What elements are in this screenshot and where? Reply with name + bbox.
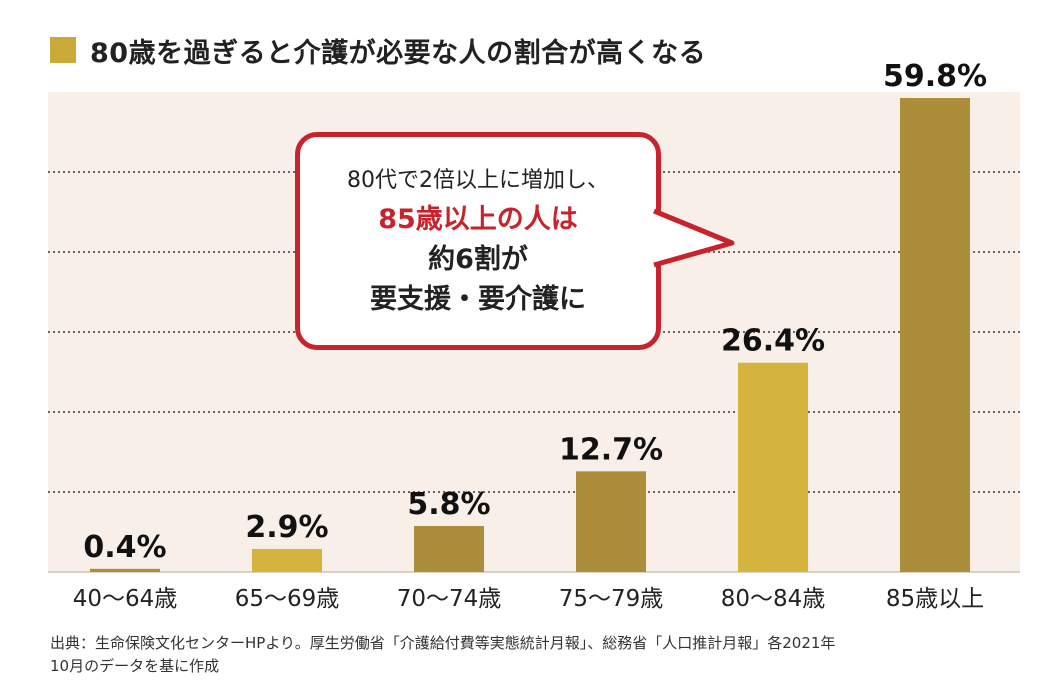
- value-label-6: 59.8%: [883, 59, 987, 94]
- title-marker-square: [50, 37, 76, 63]
- category-label-4: 75〜79歳: [559, 586, 664, 612]
- bar-5: [738, 362, 808, 572]
- bar-6: [900, 98, 970, 572]
- callout-line-4: 要支援・要介護に: [370, 284, 586, 315]
- chart-title-row: 80歳を過ぎると介護が必要な人の割合が高くなる: [50, 30, 706, 70]
- callout-box: 80代で2倍以上に増加し、 85歳以上の人は 約6割が 要支援・要介護に: [295, 132, 661, 350]
- callout-line-2: 85歳以上の人は: [378, 204, 578, 235]
- bar-chart: 0.4% 40〜64歳 2.9% 65〜69歳 5.8% 70〜74歳 12.7% 75〜79…: [48, 59, 1020, 612]
- category-label-2: 65〜69歳: [235, 586, 340, 612]
- source-note: 出典：生命保険文化センターHPより。厚生労働省「介護給付費等実態統計月報」、総務…: [50, 632, 1030, 678]
- value-label-4: 12.7%: [559, 432, 663, 467]
- bar-2: [252, 549, 322, 572]
- category-label-3: 70〜74歳: [397, 586, 502, 612]
- callout-line-3: 約6割が: [428, 244, 528, 275]
- source-line-2: 10月のデータを基に作成: [50, 657, 220, 675]
- chart-title: 80歳を過ぎると介護が必要な人の割合が高くなる: [90, 37, 707, 69]
- callout-line-1: 80代で2倍以上に増加し、: [347, 168, 609, 193]
- bar-1: [90, 568, 160, 572]
- source-line-1: 出典：生命保険文化センターHPより。厚生労働省「介護給付費等実態統計月報」、総務…: [50, 634, 836, 652]
- bar-3: [414, 526, 484, 572]
- value-label-3: 5.8%: [407, 487, 490, 522]
- value-label-5: 26.4%: [721, 324, 825, 359]
- category-label-1: 40〜64歳: [73, 586, 178, 612]
- callout-pointer: [650, 208, 735, 268]
- value-label-2: 2.9%: [245, 510, 328, 545]
- value-label-1: 0.4%: [83, 530, 166, 565]
- category-label-6: 85歳以上: [886, 586, 984, 612]
- bar-4: [576, 471, 646, 572]
- category-label-5: 80〜84歳: [721, 586, 826, 612]
